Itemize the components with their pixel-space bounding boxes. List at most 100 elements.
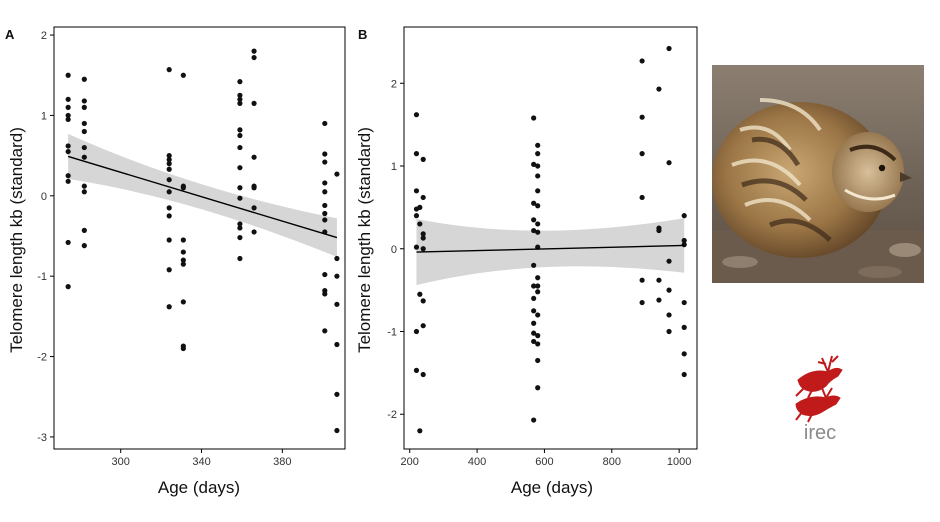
data-point bbox=[166, 177, 172, 183]
data-point bbox=[81, 120, 87, 127]
data-point bbox=[322, 271, 328, 278]
data-point bbox=[535, 229, 541, 235]
y-tick-label: 2 bbox=[41, 30, 47, 42]
data-point bbox=[420, 371, 426, 378]
data-point bbox=[666, 287, 672, 293]
data-point bbox=[81, 227, 87, 233]
data-point bbox=[322, 120, 328, 127]
data-point bbox=[666, 45, 672, 52]
data-point bbox=[535, 163, 541, 169]
data-point bbox=[531, 262, 537, 268]
data-point bbox=[681, 371, 687, 378]
data-point bbox=[420, 298, 426, 304]
data-point bbox=[180, 257, 186, 263]
data-point bbox=[237, 185, 243, 191]
data-point bbox=[251, 154, 257, 160]
data-point bbox=[656, 227, 662, 234]
panel-a-fit-line bbox=[67, 155, 338, 239]
data-point bbox=[639, 151, 645, 157]
data-point bbox=[666, 312, 672, 318]
data-point bbox=[639, 194, 645, 201]
panel-b-y-title: Telomere length kb (standard) bbox=[355, 127, 374, 353]
y-tick-label: -3 bbox=[37, 432, 47, 444]
data-point bbox=[535, 188, 541, 194]
data-point bbox=[65, 284, 71, 290]
data-point bbox=[322, 217, 328, 223]
data-point bbox=[322, 210, 328, 217]
data-point bbox=[639, 58, 645, 64]
data-point bbox=[81, 76, 87, 82]
data-point bbox=[65, 143, 71, 149]
data-point bbox=[531, 227, 537, 234]
data-point bbox=[334, 301, 340, 307]
data-point bbox=[535, 142, 541, 148]
data-point bbox=[531, 217, 537, 223]
panel-a-x-title: Age (days) bbox=[158, 478, 240, 497]
data-point bbox=[166, 189, 172, 195]
y-tick-label: -2 bbox=[37, 352, 47, 364]
data-point bbox=[639, 277, 645, 283]
data-point bbox=[535, 203, 541, 209]
data-point bbox=[531, 115, 537, 121]
data-point bbox=[251, 48, 257, 54]
data-point bbox=[237, 79, 243, 85]
irec-logo-text: irec bbox=[804, 422, 836, 444]
data-point bbox=[81, 104, 87, 110]
data-point bbox=[180, 261, 186, 267]
panel-a-fit-layer bbox=[67, 155, 338, 239]
data-point bbox=[81, 189, 87, 195]
data-point bbox=[237, 144, 243, 151]
data-point bbox=[166, 213, 172, 219]
panel-a: A Telomere length kb (standard) Age (day… bbox=[5, 26, 346, 497]
data-point bbox=[413, 213, 420, 219]
panel-b-axes: -2 -1 0 1 2 200 400 600 800 1000 bbox=[387, 78, 691, 468]
data-point bbox=[180, 249, 186, 255]
data-point bbox=[639, 299, 645, 306]
panel-b-ci-ribbon bbox=[416, 218, 685, 286]
data-point bbox=[237, 234, 243, 241]
data-point bbox=[334, 273, 340, 279]
data-point bbox=[531, 161, 537, 167]
data-point bbox=[180, 72, 186, 78]
irec-deer-logo: irec bbox=[795, 355, 843, 444]
panel-a-y-title: Telomere length kb (standard) bbox=[7, 127, 26, 353]
data-point bbox=[420, 156, 426, 162]
data-point bbox=[681, 242, 687, 248]
panel-b: B Telomere length kb (standard) Age (day… bbox=[355, 26, 698, 497]
data-point bbox=[237, 100, 243, 106]
data-point bbox=[666, 258, 672, 264]
data-point bbox=[681, 324, 687, 330]
data-point bbox=[531, 417, 537, 423]
panel-b-fit-line bbox=[416, 244, 685, 253]
data-point bbox=[65, 72, 71, 78]
y-tick-label: 0 bbox=[41, 191, 47, 203]
data-point bbox=[65, 116, 71, 123]
data-point bbox=[237, 96, 243, 102]
data-point bbox=[531, 330, 537, 336]
data-point bbox=[666, 160, 672, 166]
data-point bbox=[81, 183, 87, 189]
data-point bbox=[420, 246, 426, 252]
data-point bbox=[237, 255, 243, 262]
data-point bbox=[237, 132, 243, 139]
data-point bbox=[535, 385, 541, 391]
data-point bbox=[531, 283, 537, 289]
data-point bbox=[65, 112, 71, 119]
panel-b-tag: B bbox=[358, 27, 367, 42]
data-point bbox=[65, 178, 71, 184]
panel-a-points bbox=[65, 48, 340, 434]
data-point bbox=[535, 312, 541, 318]
data-point bbox=[322, 202, 328, 209]
y-tick-label: 2 bbox=[391, 78, 397, 90]
x-tick-label: 200 bbox=[401, 456, 419, 468]
data-point bbox=[237, 225, 243, 231]
data-point bbox=[322, 328, 328, 334]
y-tick-label: 1 bbox=[41, 110, 47, 122]
panel-b-fit-layer bbox=[416, 244, 685, 253]
data-point bbox=[656, 297, 662, 303]
data-point bbox=[535, 173, 541, 179]
data-point bbox=[65, 148, 71, 155]
data-point bbox=[81, 144, 87, 151]
common-quail-photo bbox=[712, 65, 924, 283]
